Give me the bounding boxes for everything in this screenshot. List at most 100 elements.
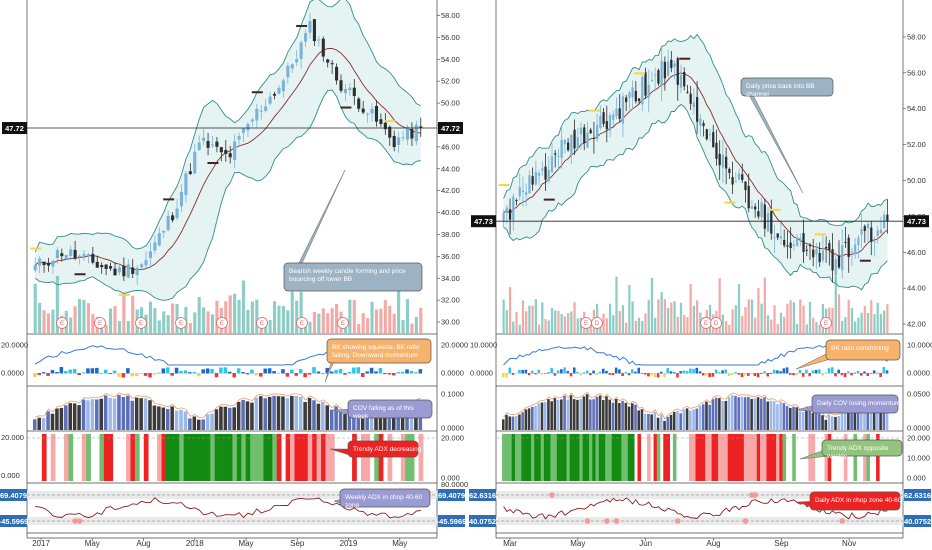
cov-bar <box>782 403 786 430</box>
price-tick-label: 46.00 <box>907 248 926 257</box>
momentum-bar <box>307 373 312 375</box>
volume-bar <box>188 322 192 333</box>
volume-bar <box>419 307 423 333</box>
cov-bar <box>165 408 170 430</box>
momentum-bar <box>37 373 41 375</box>
volume-bar <box>870 300 873 333</box>
momentum-bar <box>859 373 863 376</box>
lower-badge-left-text: -45.5969 <box>0 517 28 526</box>
volume-bar <box>750 299 754 333</box>
candle-body <box>525 192 528 195</box>
adx-trend-bar <box>188 434 193 481</box>
earnings-marker <box>175 317 187 329</box>
volume-bar <box>831 308 834 333</box>
candle-body <box>792 244 795 246</box>
volume-bar <box>550 308 554 333</box>
candle-body <box>419 126 423 129</box>
candle-body <box>512 196 515 221</box>
pane2-tick-label: 20.0000 <box>441 341 468 350</box>
volume-bar <box>383 300 387 333</box>
cov-bar <box>64 405 68 430</box>
momentum-bar <box>582 372 586 374</box>
momentum-bar <box>569 373 573 377</box>
momentum-bar <box>869 373 873 374</box>
volume-bar <box>374 309 379 333</box>
adx-trend-bar <box>711 434 716 481</box>
cov-bar <box>566 399 570 430</box>
adx-trend-bar <box>303 434 309 481</box>
time-tick-label: 2017 <box>32 539 50 548</box>
candle-body <box>55 250 59 259</box>
candle-body <box>637 98 641 102</box>
price-tick-label: 40.00 <box>441 208 460 217</box>
adx-trend-bar <box>647 434 651 481</box>
momentum-bar <box>714 369 718 374</box>
volume-bar <box>51 309 55 333</box>
earnings-marker-letter: E <box>300 321 304 327</box>
bk-ratio-line <box>503 345 888 366</box>
candle-body <box>157 233 161 246</box>
volume-bar <box>779 312 783 333</box>
adx-trend-bar <box>740 434 745 481</box>
volume-bar <box>760 303 763 333</box>
callout-daily-bb-text: Daily price back into BB <box>746 83 815 90</box>
moving-average-line <box>503 72 888 257</box>
adx-trend-bar <box>130 434 136 481</box>
momentum-bar <box>165 367 170 374</box>
adx-trend-bar <box>566 434 571 481</box>
volume-bar <box>82 299 86 333</box>
volume-bar <box>366 318 370 333</box>
cov-bar <box>721 400 724 430</box>
cov-bar <box>378 412 383 430</box>
price-tick-label: 50.00 <box>441 99 460 108</box>
momentum-bar <box>157 372 161 374</box>
momentum-bar <box>743 373 747 376</box>
candle-body <box>534 171 537 185</box>
cov-bar <box>631 403 634 430</box>
time-tick-label: Mar <box>503 539 517 548</box>
cov-bar <box>660 414 663 430</box>
momentum-bar <box>130 373 135 377</box>
cov-bar <box>183 411 188 430</box>
volume-bar <box>162 311 166 333</box>
adx-trend-bar <box>418 434 424 481</box>
candle-body <box>805 249 808 251</box>
candle-body <box>828 243 831 251</box>
earnings-marker <box>135 317 147 329</box>
volume-bar <box>392 313 396 333</box>
upper-badge-left-text: 69.4079 <box>0 491 27 500</box>
callout-cov-box <box>347 399 433 419</box>
cov-bar <box>682 409 686 430</box>
cov-bar <box>148 400 152 430</box>
cov-bar <box>77 405 81 430</box>
adx-trend-bar <box>779 434 783 481</box>
price-tick-label: 56.00 <box>441 33 460 42</box>
adx-trend-bar <box>624 434 629 481</box>
momentum-bar <box>228 371 232 374</box>
momentum-bar <box>502 373 505 378</box>
candle-body <box>741 174 744 180</box>
volume-bar <box>618 311 621 333</box>
momentum-bar <box>329 371 334 374</box>
adx-trend-bar <box>589 434 593 481</box>
momentum-bar <box>718 372 721 374</box>
candle-body <box>100 265 104 268</box>
candle-body <box>608 115 612 131</box>
candle-body <box>737 173 741 180</box>
upper-bollinger-band <box>503 33 888 226</box>
cov-bar <box>805 408 808 430</box>
adx-trend-bar <box>772 434 777 481</box>
candle-body <box>82 254 86 256</box>
volume-bar <box>255 299 259 333</box>
candle-body <box>628 92 631 98</box>
momentum-bar <box>540 373 544 375</box>
cov-bar <box>356 418 361 430</box>
upper-badge-left <box>469 489 496 501</box>
adx-trend-bar <box>174 434 180 481</box>
candle-body <box>657 70 660 84</box>
cov-bar <box>236 401 241 430</box>
momentum-bar <box>103 369 108 374</box>
cov-bar <box>785 406 789 430</box>
volume-bar <box>841 320 844 333</box>
candle-body <box>392 135 396 148</box>
